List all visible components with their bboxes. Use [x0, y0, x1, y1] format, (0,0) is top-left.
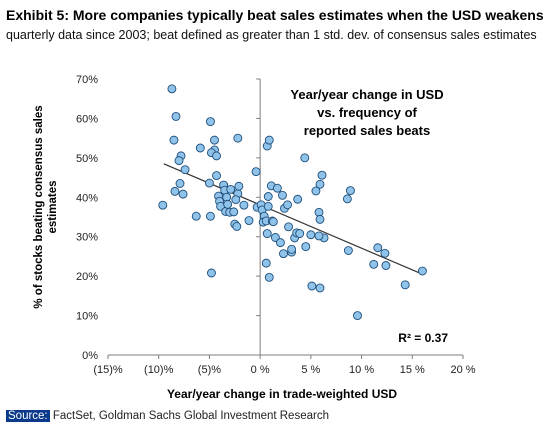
data-point: [171, 112, 181, 121]
y-axis-label: % of stocks beating consensus sales estim…: [33, 105, 59, 308]
data-points: [158, 84, 427, 321]
exhibit-subtitle: quarterly data since 2003; beat defined …: [6, 28, 537, 42]
data-point: [158, 200, 168, 210]
data-point: [174, 156, 184, 166]
trendline-group: [163, 163, 423, 275]
data-point: [167, 84, 177, 94]
data-point: [229, 207, 239, 217]
data-point: [263, 201, 273, 211]
data-point: [381, 261, 391, 270]
x-tick-label: (15)%: [93, 364, 123, 376]
data-point: [283, 200, 292, 210]
data-point: [343, 246, 353, 255]
data-point: [284, 222, 293, 232]
data-point: [207, 268, 216, 278]
y-tick-label: 0%: [82, 350, 98, 362]
data-point: [293, 194, 303, 204]
source-text: FactSet, Goldman Sachs Global Investment…: [52, 410, 329, 422]
data-point: [191, 211, 201, 221]
data-point: [295, 229, 305, 239]
data-point: [226, 184, 236, 194]
data-point: [210, 135, 219, 145]
chart-text: Year/year change in USD vs. frequency of r…: [33, 87, 448, 401]
y-tick-label: 60%: [76, 113, 98, 125]
data-point: [278, 190, 287, 200]
data-point: [180, 165, 190, 175]
exhibit-title: Exhibit 5: More companies typically beat…: [6, 7, 544, 23]
data-point: [268, 217, 278, 227]
data-point: [317, 170, 327, 180]
data-point: [380, 248, 390, 258]
x-tick-label: 5 %: [301, 364, 320, 376]
data-point: [301, 242, 311, 252]
data-point: [239, 200, 249, 210]
data-point: [170, 186, 180, 196]
x-tick-label: 15 %: [400, 364, 425, 376]
data-point: [205, 117, 215, 127]
data-point: [212, 151, 221, 161]
y-tick-label: 50%: [76, 153, 98, 165]
source-label: Source:: [6, 410, 50, 422]
data-point: [315, 179, 325, 189]
x-tick-label: 10 %: [349, 364, 374, 376]
data-point: [369, 259, 379, 269]
data-point: [373, 243, 383, 253]
data-point: [175, 179, 185, 188]
x-tick-label: 20 %: [450, 364, 475, 376]
data-point: [300, 153, 310, 163]
y-tick-label: 10%: [76, 311, 98, 323]
y-tick-label: 30%: [76, 232, 98, 244]
data-point: [178, 189, 188, 199]
chart-title-line: vs. frequency of: [317, 105, 417, 120]
data-point: [306, 230, 316, 240]
x-axis-label: Year/year change in trade-weighted USD: [167, 387, 397, 401]
data-point: [400, 280, 410, 290]
y-axis: 0% 10% 20% 30% 40% 50% 60% 70%: [76, 74, 261, 362]
x-tick-label: (5)%: [198, 364, 221, 376]
data-point: [205, 211, 215, 221]
data-point: [353, 311, 362, 321]
data-point: [223, 199, 233, 209]
chart-title-line: Year/year change in USD: [290, 87, 443, 102]
data-point: [279, 249, 288, 259]
r-squared-annotation: R² = 0.37: [398, 331, 448, 345]
data-point: [314, 231, 324, 241]
data-point: [261, 258, 271, 268]
data-point: [231, 195, 241, 205]
data-point: [232, 222, 242, 231]
data-point: [204, 178, 214, 188]
x-axis: (15)% (10)% (5)% 0 % 5 % 10 % 15 % 20 %: [93, 354, 476, 376]
x-tick-label: 0 %: [251, 364, 270, 376]
x-tick-label: (10)%: [144, 364, 174, 376]
data-point: [244, 216, 254, 225]
data-point: [311, 186, 321, 196]
data-point: [233, 133, 243, 143]
data-point: [212, 171, 221, 181]
trendline: [163, 163, 423, 275]
data-point: [315, 283, 325, 293]
y-tick-label: 20%: [76, 271, 98, 283]
data-point: [345, 186, 355, 196]
chart-title-line: reported sales beats: [304, 123, 430, 138]
data-point: [275, 238, 285, 248]
source-note: Source: FactSet, Goldman Sachs Global In…: [6, 410, 329, 422]
data-point: [287, 244, 297, 254]
data-point: [251, 167, 261, 177]
data-point: [272, 183, 282, 193]
data-point: [315, 214, 325, 224]
data-point: [195, 143, 205, 153]
data-point: [342, 194, 352, 204]
data-point: [234, 181, 244, 191]
data-point: [262, 229, 272, 239]
data-point: [169, 135, 179, 145]
data-point: [263, 192, 273, 201]
y-tick-label: 40%: [76, 192, 98, 204]
data-point: [417, 266, 427, 276]
data-point: [307, 281, 317, 291]
y-tick-label: 70%: [76, 74, 98, 86]
data-point: [264, 272, 274, 282]
data-point: [264, 135, 274, 145]
